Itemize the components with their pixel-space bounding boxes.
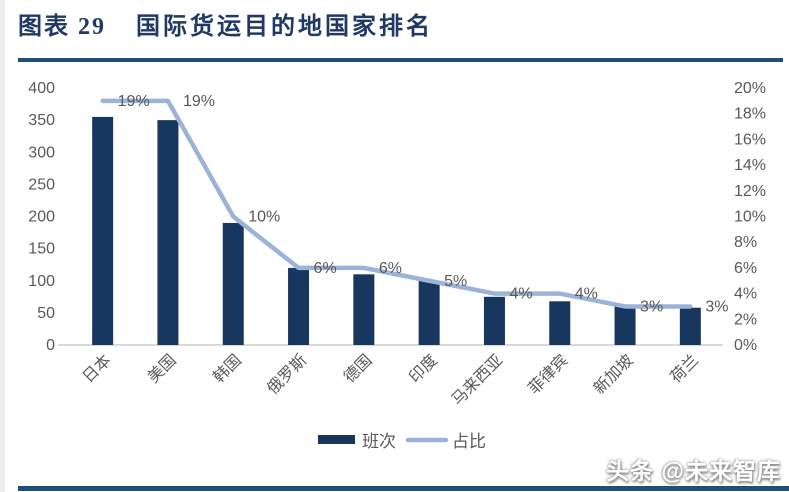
title-divider xyxy=(18,58,783,62)
bar xyxy=(614,304,636,345)
page-bottom-bar xyxy=(18,486,789,491)
right-axis-tick: 0% xyxy=(734,337,757,354)
chart-area: 400 350 300 250 200 150 100 50 0 20% 18% 16% 14% 12% 1… xyxy=(0,62,789,462)
data-label: 3% xyxy=(640,298,663,315)
right-axis-tick: 16% xyxy=(734,131,766,148)
right-axis-tick: 2% xyxy=(734,311,757,328)
legend-label-bar: 班次 xyxy=(362,432,396,451)
data-label: 3% xyxy=(705,298,728,315)
data-label: 10% xyxy=(248,209,280,226)
x-axis-category-label: 美国 xyxy=(144,351,179,386)
bar xyxy=(483,296,505,345)
right-axis-tick: 10% xyxy=(734,209,766,226)
left-axis-tick: 100 xyxy=(28,273,55,290)
x-axis-category-label: 德国 xyxy=(340,351,375,386)
x-axis-category-label: 日本 xyxy=(79,351,114,386)
figure-number: 图表 29 xyxy=(18,14,106,40)
x-axis-category-label: 印度 xyxy=(406,351,441,386)
page-left-edge xyxy=(0,0,5,492)
legend-swatch-bar xyxy=(318,435,355,444)
right-axis-tick: 6% xyxy=(734,260,757,277)
legend-label-line: 占比 xyxy=(452,432,486,451)
right-axis-tick: 8% xyxy=(734,234,757,251)
left-axis-tick: 400 xyxy=(28,80,55,97)
bar xyxy=(288,267,310,345)
data-label: 19% xyxy=(118,93,150,110)
watermark: 头条 @未来智库 xyxy=(606,458,781,484)
left-axis-tick: 250 xyxy=(28,176,55,193)
page-title: 国际货运目的地国家排名 xyxy=(136,14,433,40)
figure-header: 图表 29 国际货运目的地国家排名 xyxy=(18,6,433,41)
x-axis-category-label: 新加坡 xyxy=(590,351,637,398)
data-label: 4% xyxy=(509,286,532,303)
bar xyxy=(353,274,375,345)
left-axis-tick: 150 xyxy=(28,241,55,258)
bar xyxy=(679,307,701,345)
data-label: 19% xyxy=(183,93,215,110)
left-axis-tick: 300 xyxy=(28,144,55,161)
left-axis-tick: 50 xyxy=(37,305,55,322)
x-axis-category-label: 荷兰 xyxy=(667,351,702,386)
data-label: 5% xyxy=(444,273,467,290)
right-axis-tick: 4% xyxy=(734,286,757,303)
x-axis-category-label: 菲律宾 xyxy=(525,351,572,398)
x-axis-category-label: 俄罗斯 xyxy=(264,351,311,398)
x-axis-category-label: 马来西亚 xyxy=(448,351,506,409)
x-axis-category-label: 韩国 xyxy=(210,351,245,386)
bar xyxy=(222,222,244,345)
bar xyxy=(418,280,440,345)
right-axis-tick: 18% xyxy=(734,106,766,123)
data-label: 6% xyxy=(314,260,337,277)
left-axis-tick: 350 xyxy=(28,112,55,129)
data-label: 6% xyxy=(379,260,402,277)
proportion-line xyxy=(100,98,693,309)
bar xyxy=(157,120,179,345)
right-axis-tick: 20% xyxy=(734,80,766,97)
data-label: 4% xyxy=(575,286,598,303)
left-axis-tick: 200 xyxy=(28,209,55,226)
bar xyxy=(549,301,571,345)
bar xyxy=(92,116,114,345)
right-axis-tick: 12% xyxy=(734,183,766,200)
left-axis-tick: 0 xyxy=(46,337,55,354)
right-axis-tick: 14% xyxy=(734,157,766,174)
combo-chart: 400 350 300 250 200 150 100 50 0 20% 18% 16% 14% 12% 1… xyxy=(28,80,766,451)
